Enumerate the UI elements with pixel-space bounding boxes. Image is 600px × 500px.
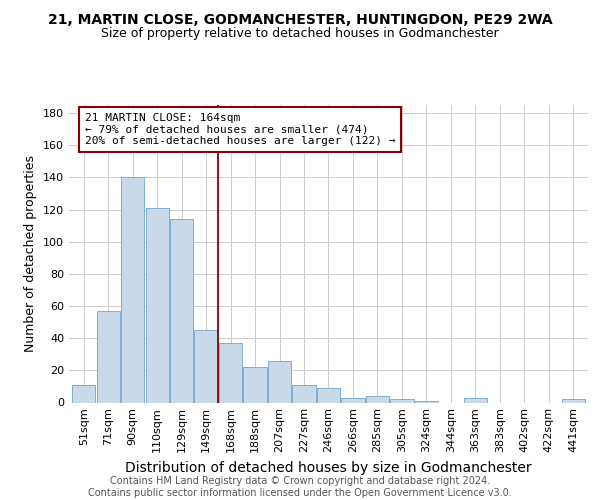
Bar <box>146 208 169 402</box>
Bar <box>317 388 340 402</box>
Bar <box>97 311 120 402</box>
Bar <box>562 400 585 402</box>
Bar <box>219 343 242 402</box>
Text: 21 MARTIN CLOSE: 164sqm
← 79% of detached houses are smaller (474)
20% of semi-d: 21 MARTIN CLOSE: 164sqm ← 79% of detache… <box>85 113 395 146</box>
Text: 21, MARTIN CLOSE, GODMANCHESTER, HUNTINGDON, PE29 2WA: 21, MARTIN CLOSE, GODMANCHESTER, HUNTING… <box>47 12 553 26</box>
Bar <box>415 401 438 402</box>
Bar <box>72 385 95 402</box>
Y-axis label: Number of detached properties: Number of detached properties <box>25 155 37 352</box>
Bar <box>194 330 218 402</box>
Bar <box>391 400 413 402</box>
Bar <box>268 360 291 403</box>
Bar <box>244 367 266 402</box>
Bar <box>292 385 316 402</box>
Text: Size of property relative to detached houses in Godmanchester: Size of property relative to detached ho… <box>101 28 499 40</box>
Bar <box>341 398 365 402</box>
Text: Contains HM Land Registry data © Crown copyright and database right 2024.
Contai: Contains HM Land Registry data © Crown c… <box>88 476 512 498</box>
Bar <box>464 398 487 402</box>
Bar <box>121 178 144 402</box>
Bar <box>170 219 193 402</box>
X-axis label: Distribution of detached houses by size in Godmanchester: Distribution of detached houses by size … <box>125 461 532 475</box>
Bar <box>366 396 389 402</box>
